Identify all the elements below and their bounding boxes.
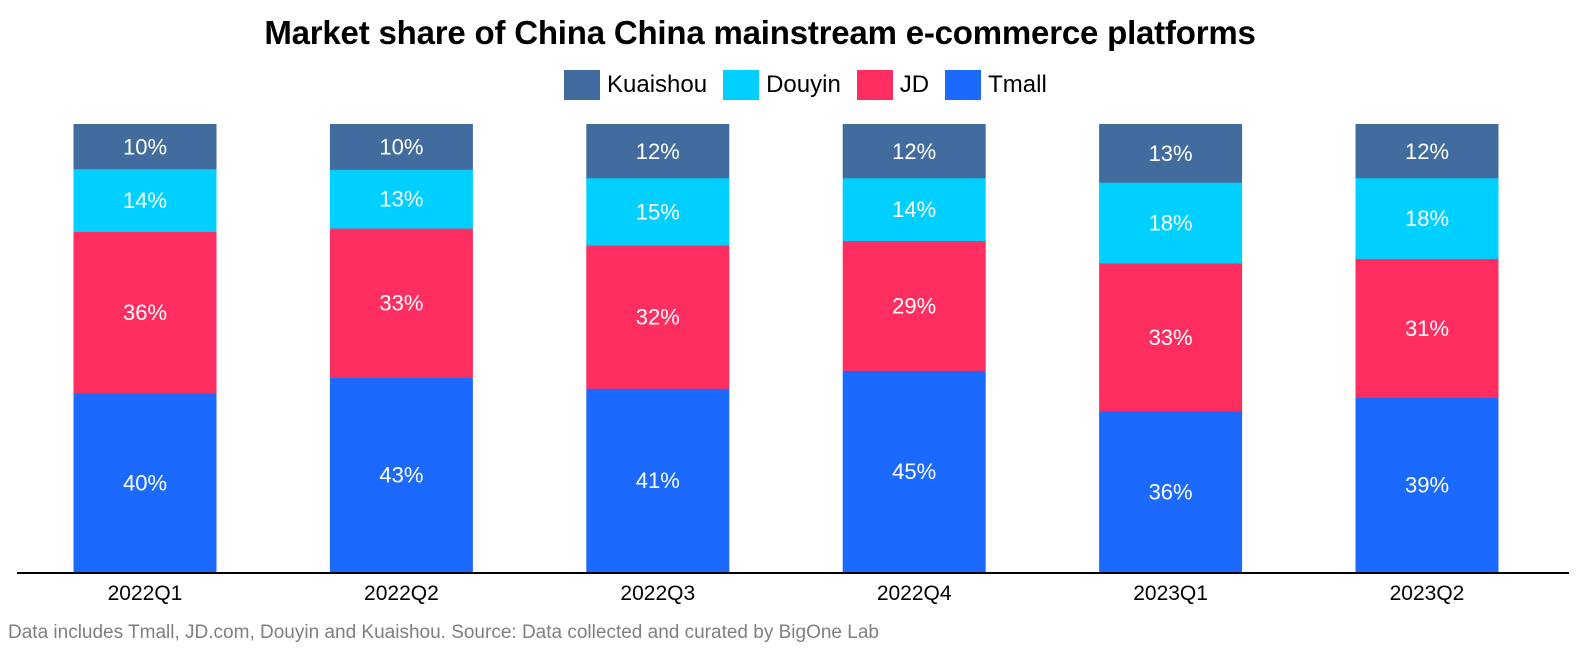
bar-jd-2022q1 bbox=[73, 231, 217, 394]
legend-swatch-jd bbox=[856, 70, 893, 100]
bar-kuaishou-2022q4 bbox=[842, 124, 986, 179]
data-label-douyin-2022q1: 14% bbox=[123, 188, 167, 213]
data-label-kuaishou-2022q3: 12% bbox=[636, 139, 680, 164]
data-label-jd-2023q1: 33% bbox=[1149, 325, 1193, 350]
x-tick-labels: 2022Q1 2022Q2 2022Q3 2022Q4 2023Q1 2023Q2 bbox=[108, 582, 1465, 605]
bar-stack-2022q2: 43% 33% 13% 10% bbox=[329, 124, 473, 573]
legend-item-tmall: Tmall bbox=[945, 70, 1047, 100]
data-label-douyin-2023q1: 18% bbox=[1149, 211, 1193, 236]
bar-kuaishou-2022q3 bbox=[586, 124, 730, 179]
legend-item-jd: JD bbox=[856, 70, 930, 100]
bar-tmall-2022q3 bbox=[586, 388, 730, 573]
x-tick-2023q2: 2023Q2 bbox=[1390, 582, 1465, 605]
data-label-kuaishou-2022q4: 12% bbox=[892, 139, 936, 164]
bar-douyin-2023q2 bbox=[1355, 177, 1499, 259]
x-tick-2022q4: 2022Q4 bbox=[877, 582, 952, 605]
legend-swatch-tmall bbox=[945, 70, 982, 100]
bar-stack-2022q4: 45% 29% 14% 12% bbox=[842, 124, 986, 573]
bar-stack-2022q1: 40% 36% 14% 10% bbox=[73, 124, 217, 573]
data-label-tmall-2022q2: 43% bbox=[379, 463, 423, 488]
chart-title: Market share of China China mainstream e… bbox=[264, 14, 1256, 51]
bar-stack-2023q1: 36% 33% 18% 13% bbox=[1099, 124, 1243, 573]
x-tick-2022q1: 2022Q1 bbox=[108, 582, 183, 605]
x-tick-2022q2: 2022Q2 bbox=[364, 582, 439, 605]
bars-layer: 40% 36% 14% 10% 43% 33% 13% 10% 41% 32% 15% 12% 45% 2… bbox=[73, 124, 1499, 573]
bar-kuaishou-2023q1 bbox=[1099, 124, 1243, 183]
data-label-tmall-2022q4: 45% bbox=[892, 459, 936, 484]
x-tick-2023q1: 2023Q1 bbox=[1133, 582, 1208, 605]
data-label-jd-2022q1: 36% bbox=[123, 300, 167, 325]
bar-kuaishou-2022q2 bbox=[329, 124, 473, 170]
bar-stack-2023q2: 39% 31% 18% 12% bbox=[1355, 124, 1499, 573]
bar-tmall-2023q2 bbox=[1355, 397, 1499, 573]
legend-label-jd: JD bbox=[899, 71, 930, 98]
bar-tmall-2022q4 bbox=[842, 370, 986, 573]
data-label-jd-2022q2: 33% bbox=[379, 291, 423, 316]
bar-jd-2023q2 bbox=[1355, 258, 1499, 398]
bar-jd-2022q3 bbox=[586, 244, 730, 389]
bar-jd-2023q1 bbox=[1099, 262, 1243, 412]
bar-tmall-2022q2 bbox=[329, 377, 473, 573]
bar-douyin-2022q1 bbox=[73, 168, 217, 233]
bar-douyin-2022q2 bbox=[329, 169, 473, 229]
data-label-kuaishou-2022q2: 10% bbox=[379, 135, 423, 160]
footnote: Data includes Tmall, JD.com, Douyin and … bbox=[8, 622, 879, 643]
data-label-tmall-2023q1: 36% bbox=[1149, 479, 1193, 504]
bar-douyin-2023q1 bbox=[1099, 182, 1243, 264]
legend-swatch-kuaishou bbox=[564, 70, 600, 100]
bar-douyin-2022q4 bbox=[842, 177, 986, 241]
data-label-kuaishou-2022q1: 10% bbox=[123, 134, 167, 159]
data-label-jd-2022q4: 29% bbox=[892, 293, 936, 318]
data-label-kuaishou-2023q1: 13% bbox=[1149, 141, 1193, 166]
bar-kuaishou-2023q2 bbox=[1355, 124, 1499, 179]
bar-tmall-2022q1 bbox=[73, 392, 217, 573]
legend: Kuaishou Douyin JD Tmall bbox=[564, 70, 1063, 100]
legend-label-douyin: Douyin bbox=[766, 71, 841, 98]
data-label-kuaishou-2023q2: 12% bbox=[1405, 139, 1449, 164]
data-label-douyin-2022q3: 15% bbox=[636, 199, 680, 224]
bar-kuaishou-2022q1 bbox=[73, 124, 217, 170]
legend-item-kuaishou: Kuaishou bbox=[564, 70, 707, 100]
bar-jd-2022q4 bbox=[842, 240, 986, 371]
legend-swatch-douyin bbox=[723, 70, 760, 100]
legend-label-tmall: Tmall bbox=[988, 71, 1047, 98]
data-label-douyin-2022q2: 13% bbox=[379, 187, 423, 212]
data-label-douyin-2022q4: 14% bbox=[892, 197, 936, 222]
data-label-tmall-2023q2: 39% bbox=[1405, 473, 1449, 498]
legend-item-douyin: Douyin bbox=[723, 70, 841, 100]
data-label-jd-2022q3: 32% bbox=[636, 305, 680, 330]
bar-douyin-2022q3 bbox=[586, 177, 730, 246]
data-label-tmall-2022q1: 40% bbox=[123, 470, 167, 495]
data-label-douyin-2023q2: 18% bbox=[1405, 206, 1449, 231]
bar-tmall-2023q1 bbox=[1099, 410, 1243, 573]
bar-jd-2022q2 bbox=[329, 228, 473, 378]
bar-stack-2022q3: 41% 32% 15% 12% bbox=[586, 124, 730, 573]
legend-label-kuaishou: Kuaishou bbox=[607, 71, 708, 98]
data-label-tmall-2022q3: 41% bbox=[636, 468, 680, 493]
x-tick-2022q3: 2022Q3 bbox=[620, 582, 695, 605]
data-label-jd-2023q2: 31% bbox=[1405, 316, 1449, 341]
